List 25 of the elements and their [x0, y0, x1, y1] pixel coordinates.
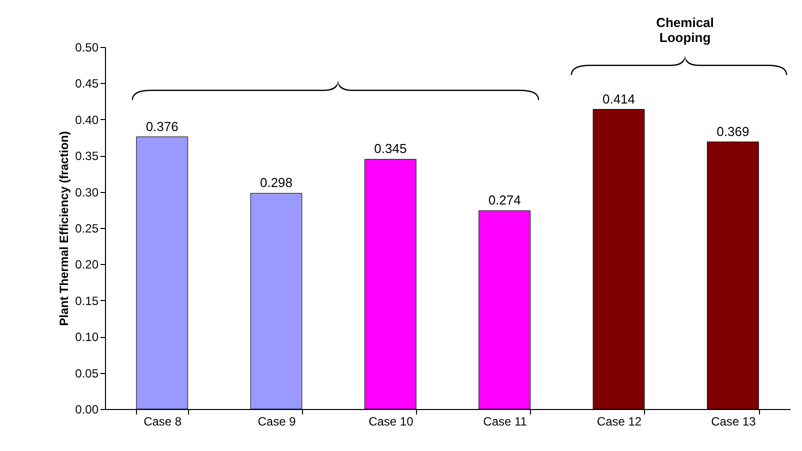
y-tick-label: 0.40 [75, 112, 99, 127]
y-tick-label: 0.45 [75, 76, 99, 91]
text: Chemical Looping [656, 15, 714, 45]
x-tick-label: Case 9 [258, 414, 296, 428]
data-label: 0.369 [716, 124, 750, 139]
y-axis-title: Plant Thermal Efficiency (fraction) [57, 131, 72, 326]
y-tick-label: 0.25 [75, 222, 99, 236]
x-tick-label: Case 13 [711, 414, 756, 428]
x-tick-label: Case 11 [483, 414, 528, 428]
data-label: 0.345 [374, 141, 407, 156]
y-tick-label: 0.05 [75, 366, 99, 380]
x-tick-label: Case 12 [596, 414, 642, 428]
y-tick-label: 0.30 [75, 185, 99, 200]
y-tick-label: 0.20 [75, 258, 99, 272]
y-tick-label: 0.00 [75, 402, 99, 416]
y-tick-label: 0.35 [75, 149, 99, 164]
y-tick-label: 0.50 [75, 40, 99, 54]
data-label: 0.298 [260, 175, 293, 190]
x-tick-label: Case 8 [144, 414, 182, 428]
y-tick-label: 0.15 [75, 294, 99, 308]
data-label: 0.376 [146, 118, 178, 134]
x-tick-label: Case 10 [368, 414, 414, 428]
data-label: 0.274 [488, 192, 521, 208]
data-label: 0.414 [602, 91, 636, 106]
y-tick-label: 0.10 [75, 330, 99, 344]
